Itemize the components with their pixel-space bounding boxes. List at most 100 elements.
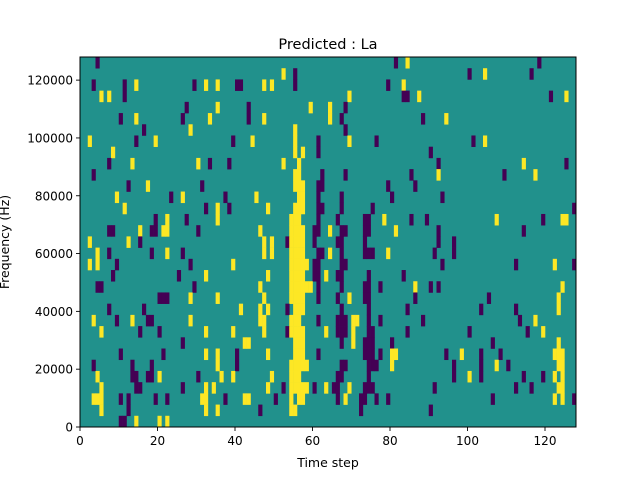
heatmap-cell-high xyxy=(130,314,135,327)
heatmap-cell-low xyxy=(440,258,445,271)
heatmap-cell-high xyxy=(293,404,298,417)
heatmap-cell-low xyxy=(258,404,263,417)
heatmap-cell-high xyxy=(91,314,96,327)
heatmap-cell-high xyxy=(413,281,418,293)
heatmap-cell-low xyxy=(390,337,395,349)
heatmap-cell-low xyxy=(111,270,116,282)
heatmap-cell-low xyxy=(118,113,123,125)
heatmap-cell-high xyxy=(494,359,499,372)
heatmap-cell-low xyxy=(339,314,344,327)
heatmap-cell-high xyxy=(560,281,565,293)
heatmap-cell-high xyxy=(289,258,294,271)
heatmap-cell-low xyxy=(428,281,433,293)
heatmap-cell-low xyxy=(335,382,340,394)
heatmap-cell-low xyxy=(145,370,151,383)
heatmap-cell-high xyxy=(289,236,294,248)
heatmap-cell-high xyxy=(293,382,298,394)
heatmap-cell-high xyxy=(266,202,271,215)
heatmap-cell-high xyxy=(300,180,306,192)
heatmap-cell-low xyxy=(293,68,298,80)
heatmap-cell-low xyxy=(188,258,193,271)
heatmap-cell-high xyxy=(111,146,116,159)
heatmap-cell-low xyxy=(393,57,399,69)
heatmap-cell-low xyxy=(386,180,391,192)
heatmap-cell-high xyxy=(200,393,205,405)
heatmap-cell-low xyxy=(196,370,201,383)
heatmap-cell-low xyxy=(339,236,344,248)
heatmap-cell-high xyxy=(297,236,302,248)
heatmap-cell-low xyxy=(316,135,321,147)
heatmap-cell-low xyxy=(95,57,100,69)
heatmap-cell-high xyxy=(231,326,236,338)
heatmap-cell-high xyxy=(556,348,561,361)
heatmap-cell-high xyxy=(134,415,139,428)
heatmap-cell-high xyxy=(293,135,298,147)
heatmap-cell-high xyxy=(250,135,255,147)
heatmap-cell-low xyxy=(514,258,519,271)
heatmap-cell-high xyxy=(207,113,213,125)
heatmap-cell-high xyxy=(99,90,104,103)
heatmap-cell-high xyxy=(324,270,329,282)
heatmap-cell-low xyxy=(366,303,371,316)
heatmap-cell-low xyxy=(91,169,96,181)
heatmap-cell-high xyxy=(289,370,294,383)
heatmap-cell-high xyxy=(293,258,298,271)
heatmap-cell-low xyxy=(335,292,340,304)
heatmap-cell-high xyxy=(289,393,294,405)
heatmap-cell-high xyxy=(297,225,302,237)
heatmap-cell-low xyxy=(506,359,511,372)
heatmap-cell-high xyxy=(293,270,298,282)
heatmap-cell-high xyxy=(157,415,162,428)
heatmap-cell-high xyxy=(390,359,395,372)
heatmap-cell-low xyxy=(490,393,495,405)
heatmap-cell-high xyxy=(300,146,306,159)
heatmap-cell-high xyxy=(556,382,561,394)
heatmap-cell-low xyxy=(366,270,371,282)
heatmap-cell-high xyxy=(204,393,209,405)
heatmap-cell-low xyxy=(339,359,344,372)
heatmap-cell-high xyxy=(95,247,100,260)
heatmap-cell-high xyxy=(204,348,209,361)
heatmap-cell-high xyxy=(258,303,263,316)
heatmap-cell-high xyxy=(347,90,352,103)
y-tick-label: 100000 xyxy=(27,131,73,145)
heatmap-cell-low xyxy=(138,236,143,248)
heatmap-cell-high xyxy=(289,292,294,304)
heatmap-cell-low xyxy=(281,382,286,394)
heatmap-cell-high xyxy=(328,101,333,114)
heatmap-cell-low xyxy=(184,101,189,114)
heatmap-cell-high xyxy=(405,57,410,69)
heatmap-cell-high xyxy=(95,370,100,383)
heatmap-cell-high xyxy=(300,191,306,204)
heatmap-cell-high xyxy=(126,236,131,248)
heatmap-cell-low xyxy=(126,180,131,192)
heatmap-cell-low xyxy=(339,303,344,316)
heatmap-cell-high xyxy=(281,68,286,80)
heatmap-cell-high xyxy=(328,113,333,125)
heatmap-cell-high xyxy=(300,247,306,260)
heatmap-cell-high xyxy=(204,79,209,91)
heatmap-cell-high xyxy=(107,90,112,103)
heatmap-cell-high xyxy=(188,292,193,304)
heatmap-cell-high xyxy=(293,337,298,349)
heatmap-cell-low xyxy=(273,393,278,405)
heatmap-cell-low xyxy=(316,247,321,260)
heatmap-cell-low xyxy=(316,292,321,304)
heatmap-cell-low xyxy=(343,326,348,338)
heatmap-cell-low xyxy=(122,79,127,91)
heatmap-cell-high xyxy=(297,370,302,383)
heatmap-cell-low xyxy=(339,191,344,204)
heatmap-cell-high xyxy=(552,258,557,271)
heatmap-cell-low xyxy=(111,225,116,237)
heatmap-cell-high xyxy=(204,404,209,417)
heatmap-cell-low xyxy=(529,382,534,394)
heatmap-cell-high xyxy=(293,281,298,293)
heatmap-cell-high xyxy=(300,270,306,282)
heatmap-cell-low xyxy=(91,359,96,372)
heatmap-cell-high xyxy=(328,225,333,237)
heatmap-cell-low xyxy=(572,202,577,215)
y-axis-ticks: 0 20000 40000 60000 80000 100000 120000 xyxy=(27,74,80,435)
heatmap-cell-low xyxy=(153,225,158,237)
heatmap-cell-high xyxy=(300,258,306,271)
x-tick-label: 20 xyxy=(150,434,165,448)
